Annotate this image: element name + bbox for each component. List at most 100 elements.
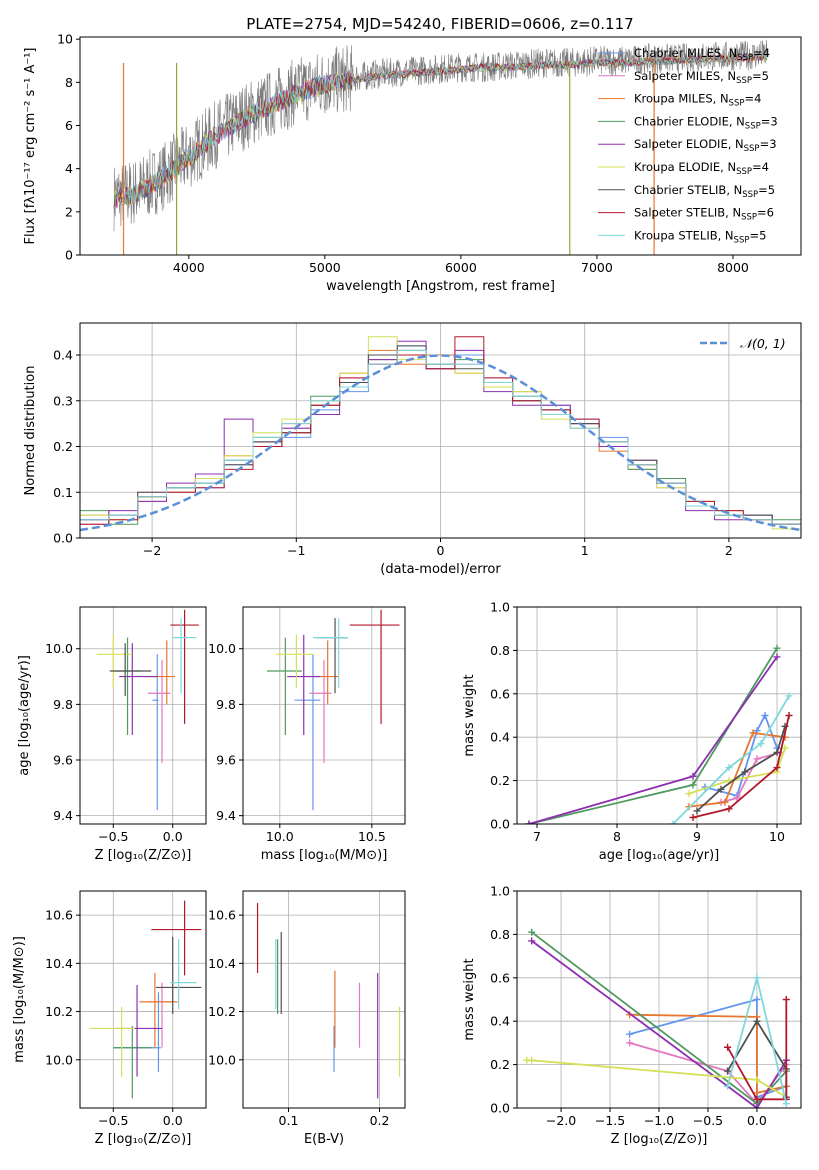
y-tick-label: 0.4 xyxy=(53,348,73,363)
axes-frame xyxy=(79,606,207,825)
y-tick-label: 0.3 xyxy=(53,393,73,408)
y-tick-label: 0.2 xyxy=(490,1057,510,1072)
mass-weight-marker xyxy=(753,1104,761,1108)
mass-weight-line xyxy=(672,695,790,824)
x-tick-label: 7000 xyxy=(581,260,613,275)
legend-entry: Kroupa ELODIE, NSSP=4 xyxy=(634,160,769,177)
y-tick-label: 0.2 xyxy=(53,439,73,454)
x-tick-label: 10.0 xyxy=(266,829,294,844)
legend-entry: Kroupa MILES, NSSP=4 xyxy=(634,92,761,109)
y-tick-label: 1.0 xyxy=(490,884,510,899)
mass-weight-marker xyxy=(753,996,761,1003)
y-tick-label: 0.6 xyxy=(490,686,510,701)
x-tick-label: 8000 xyxy=(717,260,749,275)
legend-entry: Kroupa STELIB, NSSP=5 xyxy=(634,228,766,245)
x-tick-label: −2 xyxy=(143,543,161,558)
mass-weight-line xyxy=(688,731,786,808)
x-tick-label: 6000 xyxy=(445,260,477,275)
mass-weight-marker xyxy=(753,974,761,982)
age-vs-mass-chart: 10.0 10.5 9.4 9.6 9.8 10.0 mass [log₁₀(M/M⊙)] xyxy=(208,606,406,863)
mass-weight-marker xyxy=(693,807,701,815)
x-tick-label: 9 xyxy=(693,829,701,844)
mass-weight-marker xyxy=(761,712,769,719)
x-tick-label: −2.0 xyxy=(546,1113,576,1128)
y-tick-label: 10.4 xyxy=(208,956,236,971)
residual-histogram xyxy=(80,349,801,538)
mass-weight-marker xyxy=(753,1076,761,1084)
mass-weight-marker xyxy=(749,729,757,737)
legend-entry: Chabrier MILES, NSSP=4 xyxy=(634,46,770,63)
x-tick-label: 10.5 xyxy=(358,829,386,844)
mass-weight-marker xyxy=(724,1082,732,1090)
x-tick-label: −0.5 xyxy=(693,1113,723,1128)
x-axis-label: E(B-V) xyxy=(304,1132,344,1147)
axes-frame xyxy=(242,890,406,1109)
axes-frame xyxy=(79,890,207,1109)
y-axis-label: age [log₁₀(age/yr)] xyxy=(17,655,32,776)
y-axis-label: Normed distribution xyxy=(23,366,38,496)
y-tick-label: 10.2 xyxy=(208,1004,236,1019)
mass-vs-EBV-plot-area xyxy=(256,903,401,1099)
legend-entry: Salpeter ELODIE, NSSP=3 xyxy=(634,137,777,154)
mass-weight-marker xyxy=(785,692,793,700)
age-vs-Z-chart: −0.5 0.0 9.4 9.6 9.8 10.0 Z [log₁₀(Z/Z⊙)] age [… xyxy=(17,606,207,863)
y-tick-label: 0.0 xyxy=(53,531,73,546)
mass-weight-marker xyxy=(781,744,789,752)
mass-weight-marker xyxy=(717,785,725,793)
spectrum-legend: Chabrier MILES, NSSP=4 Salpeter MILES, NS… xyxy=(598,46,778,245)
axes-frame xyxy=(242,606,406,825)
age-vs-mass-plot-area xyxy=(266,609,400,811)
legend-entry: 𝒩(0, 1) xyxy=(740,336,786,351)
x-tick-label: −0.5 xyxy=(98,829,128,844)
y-tick-label: 8 xyxy=(65,75,73,90)
x-tick-label: 0.2 xyxy=(370,1113,390,1128)
mass-weight-marker xyxy=(528,928,536,936)
mass-weight-marker xyxy=(753,1017,761,1025)
mass-weight-line xyxy=(629,1013,787,1094)
mass-weight-marker xyxy=(689,813,697,821)
axes-frame xyxy=(79,36,802,256)
mass-weight-marker xyxy=(753,1095,761,1103)
y-tick-label: 10.6 xyxy=(45,908,73,923)
normal-curve xyxy=(80,354,801,532)
x-axis-label: Z [log₁₀(Z/Z⊙)] xyxy=(95,848,192,863)
mass-weight-marker xyxy=(782,1100,790,1108)
x-tick-label: 0 xyxy=(437,543,445,558)
y-axis-label: mass [log₁₀(M/M⊙)] xyxy=(12,936,27,1063)
x-axis-label: Z [log₁₀(Z/Z⊙)] xyxy=(611,1132,708,1147)
y-tick-label: 10.2 xyxy=(45,1004,73,1019)
mass-weight-marker xyxy=(741,768,749,776)
x-tick-label: 4000 xyxy=(173,260,205,275)
residuals-plot-area xyxy=(80,336,801,538)
x-axis-label: age [log₁₀(age/yr)] xyxy=(599,848,720,863)
mass-weight-marker xyxy=(669,820,677,824)
y-tick-label: 0.4 xyxy=(490,730,510,745)
mass-weight-marker xyxy=(773,764,781,772)
x-tick-label: −1.5 xyxy=(595,1113,625,1128)
massweight-vs-age-chart: 7 8 9 10 0.0 0.2 0.4 0.6 0.8 1.0 age [log₁₀(age/yr… xyxy=(462,600,802,863)
y-tick-label: 9.4 xyxy=(216,808,236,823)
y-tick-label: 10.4 xyxy=(45,956,73,971)
mass-weight-marker xyxy=(685,790,693,798)
mass-weight-marker xyxy=(725,805,733,813)
y-tick-label: 9.4 xyxy=(53,808,73,823)
mass-weight-marker xyxy=(733,794,741,802)
spectrum-data-line xyxy=(113,39,768,232)
mass-weight-marker xyxy=(626,1039,634,1047)
mass-weight-marker xyxy=(782,996,790,1003)
x-tick-label: 0.0 xyxy=(163,1113,183,1128)
y-tick-label: 9.8 xyxy=(216,697,236,712)
mass-weight-line xyxy=(531,940,788,1108)
y-axis-label: mass weight xyxy=(462,674,477,756)
mass-weight-marker xyxy=(753,1089,761,1097)
y-tick-label: 0.2 xyxy=(490,773,510,788)
x-tick-label: 1 xyxy=(581,543,589,558)
y-tick-label: 0.4 xyxy=(490,1014,510,1029)
mass-weight-marker xyxy=(724,1067,732,1075)
x-tick-label: −1 xyxy=(287,543,305,558)
y-tick-label: 10.0 xyxy=(208,641,236,656)
y-tick-label: 0.6 xyxy=(490,970,510,985)
legend-entry: Salpeter MILES, NSSP=5 xyxy=(634,69,769,86)
mass-weight-marker xyxy=(753,755,761,763)
